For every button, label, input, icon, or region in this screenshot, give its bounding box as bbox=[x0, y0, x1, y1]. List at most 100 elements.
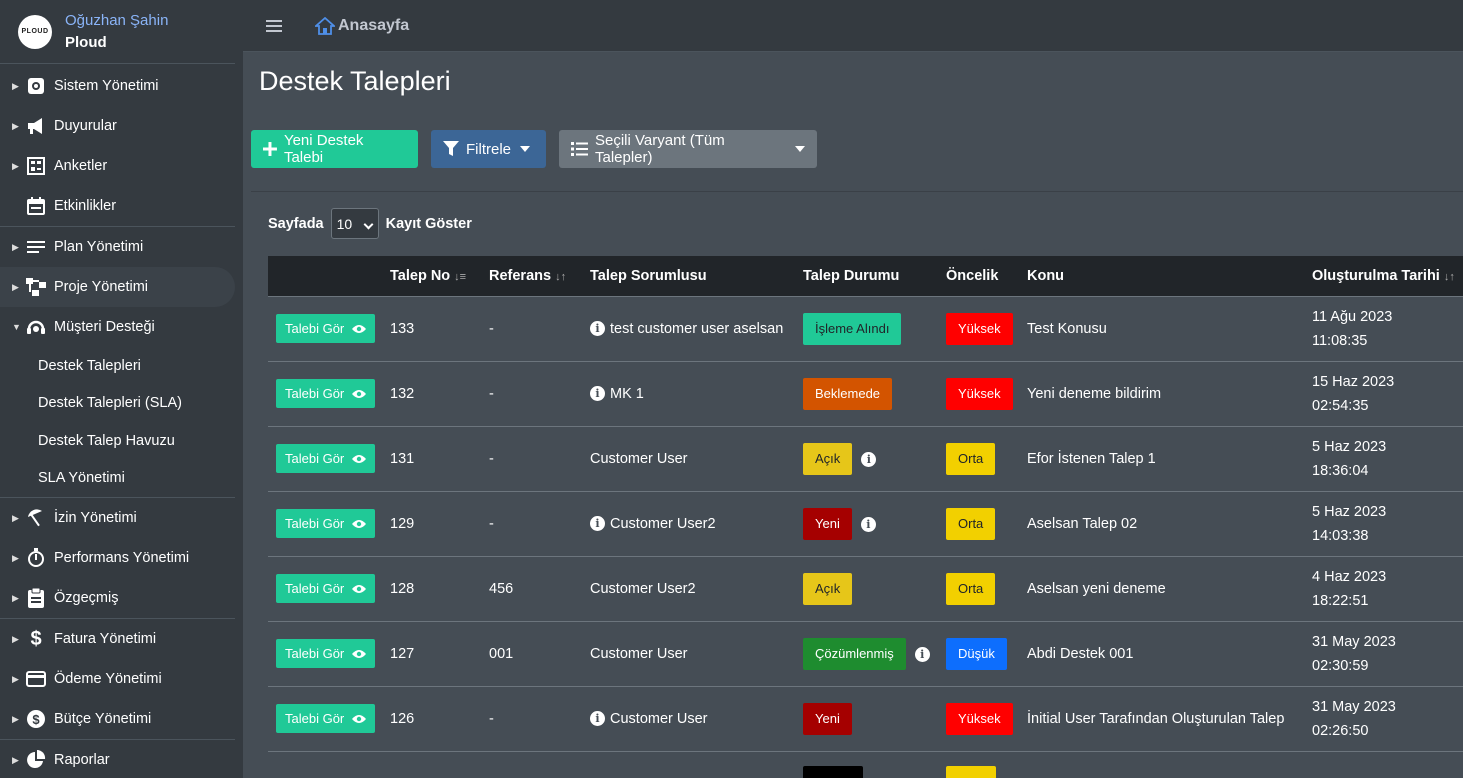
cell-konu bbox=[1027, 751, 1312, 778]
info-icon[interactable]: i bbox=[860, 516, 876, 532]
cell-talep-no: 131 bbox=[390, 450, 415, 467]
cell-referans bbox=[489, 751, 590, 778]
table-row[interactable]: Talebi Gör 126 - i Customer User Yeni Yüksek İn… bbox=[268, 686, 1463, 751]
table-row[interactable]: Talebi Gör 129- i Customer User2 Yeni i Orta As… bbox=[268, 491, 1463, 556]
svg-text:$: $ bbox=[32, 712, 40, 727]
view-ticket-button[interactable]: Talebi Gör bbox=[276, 639, 376, 668]
sidebar: PLOUD Oğuzhan Şahin Ploud ▶ Sistem Yönet… bbox=[0, 0, 243, 778]
sidebar-item-anketler[interactable]: ▶ Anketler bbox=[12, 157, 108, 175]
view-ticket-button[interactable]: Talebi Gör bbox=[276, 509, 376, 538]
header-referans[interactable]: Referans ↓↑ bbox=[489, 267, 567, 284]
credit-card-icon bbox=[26, 669, 46, 689]
sidebar-item-label: Duyurular bbox=[54, 118, 117, 134]
sidebar-item-ozgecmis[interactable]: ▶ Özgeçmiş bbox=[12, 588, 119, 608]
view-ticket-button[interactable]: Talebi Gör bbox=[276, 704, 376, 733]
home-link[interactable]: Anasayfa bbox=[315, 16, 410, 35]
page-length-select[interactable]: 10 bbox=[330, 208, 379, 239]
sidebar-item-label: Anketler bbox=[54, 158, 108, 174]
table-row[interactable]: Talebi Gör 131- Customer User Açık i Orta Efor… bbox=[268, 426, 1463, 491]
variant-dropdown-button[interactable]: Seçili Varyant (Tüm Talepler) bbox=[559, 130, 817, 168]
cell-talep-sorumlusu bbox=[590, 751, 803, 778]
info-icon[interactable]: i bbox=[590, 711, 605, 727]
eye-icon bbox=[352, 714, 367, 723]
view-ticket-button[interactable]: Talebi Gör bbox=[276, 574, 376, 603]
cell-talep-durumu: Yeni i bbox=[803, 491, 946, 556]
view-ticket-button[interactable]: Talebi Gör bbox=[276, 379, 376, 408]
brand-logo: PLOUD bbox=[18, 14, 52, 49]
priority-badge: Yüksek bbox=[946, 377, 1013, 410]
cell-actions: Talebi Gör bbox=[268, 296, 390, 361]
eye-icon bbox=[352, 389, 367, 398]
cell-olusturulma-tarihi: 31 May 2023 02:26:50 bbox=[1312, 686, 1463, 751]
info-icon[interactable]: i bbox=[914, 646, 930, 662]
cell-talep-durumu: Çözümlenmiş i bbox=[803, 621, 946, 686]
created-date: 31 May 2023 bbox=[1312, 633, 1396, 650]
header-actions bbox=[268, 256, 390, 296]
home-label: Anasayfa bbox=[338, 16, 410, 34]
cell-oncelik: Orta bbox=[946, 556, 1027, 621]
cell-referans: 001 bbox=[489, 645, 514, 662]
sidebar-item-duyurular[interactable]: ▶ Duyurular bbox=[12, 118, 117, 134]
table-row[interactable]: Talebi Gör 132 - i MK 1 Beklemede Yüksek Yeni d… bbox=[268, 361, 1463, 426]
info-icon[interactable]: i bbox=[590, 386, 605, 402]
status-badge: Beklemede bbox=[803, 377, 893, 410]
cell-talep-durumu: Açık bbox=[803, 556, 946, 621]
table-row[interactable]: i 30 May 2023 bbox=[268, 751, 1463, 778]
created-time: 02:54:35 bbox=[1312, 397, 1369, 414]
table-row[interactable]: Talebi Gör 128 456 Customer User2 Açık Orta As… bbox=[268, 556, 1463, 621]
sidebar-item-proje-yonetimi[interactable]: ▶ Proje Yönetimi bbox=[0, 267, 235, 307]
sidebar-item-izin-yonetimi[interactable]: ▶ İzin Yönetimi bbox=[12, 508, 137, 528]
sidebar-item-etkinlikler[interactable]: Etkinlikler bbox=[0, 186, 243, 226]
new-ticket-button[interactable]: Yeni Destek Talebi bbox=[251, 130, 418, 168]
sidebar-item-label: Özgeçmiş bbox=[54, 590, 119, 606]
sidebar-item-plan-yonetimi[interactable]: ▶ Plan Yönetimi bbox=[12, 239, 144, 255]
sidebar-item-performans-yonetimi[interactable]: ▶ Performans Yönetimi bbox=[12, 548, 190, 567]
sidebar-item-butce-yonetimi[interactable]: ▶ $ Bütçe Yönetimi bbox=[12, 710, 152, 728]
user-name[interactable]: Oğuzhan Şahin bbox=[65, 11, 169, 29]
table-row[interactable]: Talebi Gör 133 - i test customer user aselsa… bbox=[268, 296, 1463, 361]
cell-konu: İnitial User Tarafından Oluşturulan Tale… bbox=[1027, 710, 1285, 727]
info-icon[interactable]: i bbox=[590, 516, 605, 532]
sidebar-subitem-sla-yonetimi[interactable]: SLA Yönetimi bbox=[38, 470, 125, 487]
header-oncelik[interactable]: Öncelik bbox=[946, 267, 999, 284]
umbrella-beach-icon bbox=[26, 508, 46, 528]
table-row[interactable]: Talebi Gör 127 001 Customer User Çözümlenmiş… bbox=[268, 621, 1463, 686]
info-icon[interactable]: i bbox=[861, 451, 877, 467]
sidebar-item-odeme-yonetimi[interactable]: ▶ Ödeme Yönetimi bbox=[12, 669, 162, 689]
brand[interactable]: PLOUD Oğuzhan Şahin Ploud bbox=[0, 0, 235, 64]
hamburger-menu-icon[interactable] bbox=[266, 17, 282, 35]
header-olusturulma-tarihi[interactable]: Oluşturulma Tarihi ↓↑ bbox=[1312, 267, 1455, 284]
cell-talep-sorumlusu: Customer User bbox=[590, 645, 688, 662]
gear-icon bbox=[26, 76, 46, 96]
cell-talep-sorumlusu: Customer User2 bbox=[590, 580, 696, 597]
sidebar-item-musteri-destegi[interactable]: ▼ Müşteri Desteği bbox=[12, 319, 155, 335]
list-icon bbox=[571, 142, 588, 156]
sidebar-subitem-destek-talepleri[interactable]: Destek Talepleri bbox=[38, 357, 141, 374]
cell-oncelik bbox=[946, 751, 1027, 778]
page-length-control: Sayfada 10 Kayıt Göster bbox=[268, 208, 472, 239]
header-konu[interactable]: Konu bbox=[1027, 267, 1065, 284]
created-time: 18:22:51 bbox=[1312, 592, 1369, 609]
sidebar-subitem-destek-talep-havuzu[interactable]: Destek Talep Havuzu bbox=[38, 432, 175, 449]
sidebar-item-label: Fatura Yönetimi bbox=[54, 631, 157, 647]
sidebar-item-fatura-yonetimi[interactable]: ▶ $ Fatura Yönetimi bbox=[12, 627, 157, 650]
eye-icon bbox=[352, 519, 367, 528]
page-title: Destek Talepleri bbox=[259, 66, 451, 96]
status-badge: Açık bbox=[803, 442, 853, 475]
info-icon[interactable]: i bbox=[590, 321, 605, 337]
view-ticket-button[interactable]: Talebi Gör bbox=[276, 314, 376, 343]
header-talep-no[interactable]: Talep No ↓≡ bbox=[390, 267, 467, 284]
cell-referans: - bbox=[489, 710, 494, 727]
cell-referans: - bbox=[489, 385, 494, 402]
view-ticket-button[interactable]: Talebi Gör bbox=[276, 444, 376, 473]
pie-chart-icon bbox=[26, 750, 46, 770]
header-talep-durumu[interactable]: Talep Durumu bbox=[803, 267, 900, 284]
sidebar-item-raporlar[interactable]: ▶ Raporlar bbox=[0, 740, 243, 778]
sidebar-item-sistem-yonetimi[interactable]: ▶ Sistem Yönetimi bbox=[12, 76, 159, 96]
sidebar-item-label: Plan Yönetimi bbox=[54, 239, 144, 255]
cell-talep-no: 128 bbox=[390, 580, 415, 597]
filter-button[interactable]: Filtrele bbox=[431, 130, 546, 168]
header-talep-sorumlusu[interactable]: Talep Sorumlusu bbox=[590, 267, 707, 284]
status-badge: Yeni bbox=[803, 702, 852, 735]
sidebar-subitem-destek-talepleri-sla[interactable]: Destek Talepleri (SLA) bbox=[38, 395, 182, 412]
